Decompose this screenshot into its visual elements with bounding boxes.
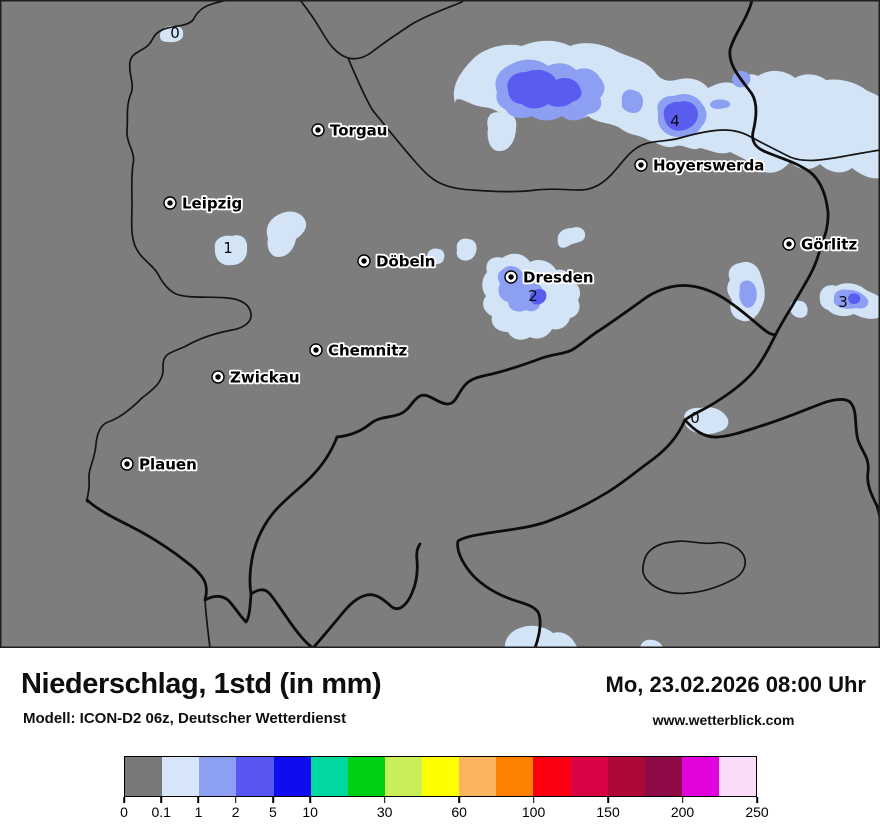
city-dot xyxy=(315,127,321,133)
legend-tick-mark xyxy=(309,797,311,803)
precipitation-map: 0 1 2 3 4 0 Torgau Leipzig Döbeln Dresden Hoyersw… xyxy=(0,0,880,648)
city-marker-zwickau: Zwickau xyxy=(211,367,301,388)
city-label: Chemnitz xyxy=(328,342,407,360)
legend-tick-mark xyxy=(160,797,163,803)
legend-tick-mark xyxy=(197,797,200,803)
legend-tick-mark xyxy=(383,797,386,803)
city-marker-plauen: Plauen xyxy=(120,454,199,475)
website-label: www.wetterblick.com xyxy=(652,712,795,728)
legend-color-segment-10 xyxy=(496,757,534,796)
legend-color-segment-5 xyxy=(310,757,348,796)
legend-tick-label: 200 xyxy=(670,804,695,820)
page-title: Niederschlag, 1std (in mm) xyxy=(21,668,382,700)
city-dot xyxy=(508,274,514,280)
legend-tick-label: 1 xyxy=(194,804,203,820)
legend-tick-mark xyxy=(607,797,609,803)
legend-colorbar xyxy=(124,756,757,797)
city-dot xyxy=(361,258,367,264)
legend-color-segment-9 xyxy=(459,757,497,796)
legend-color-segment-3 xyxy=(236,757,274,796)
city-label: Görlitz xyxy=(801,236,857,254)
city-marker-dbeln: Döbeln xyxy=(357,251,437,272)
legend-color-segment-12 xyxy=(570,757,608,796)
precip-value-label: 3 xyxy=(838,293,848,311)
city-label: Plauen xyxy=(139,456,197,474)
legend-color-segment-8 xyxy=(422,757,460,796)
city-label: Leipzig xyxy=(182,195,242,213)
city-marker-hoyerswerda: Hoyerswerda xyxy=(634,155,766,176)
legend-tick-mark xyxy=(532,797,535,803)
legend-tick-mark xyxy=(681,797,684,803)
model-subtitle: Modell: ICON-D2 06z, Deutscher Wetterdie… xyxy=(23,710,347,727)
legend-color-segment-4 xyxy=(273,757,311,796)
legend-tick-label: 10 xyxy=(302,804,318,820)
legend-tick-label: 100 xyxy=(521,804,546,820)
legend-color-segment-16 xyxy=(719,757,757,796)
legend-tick-mark xyxy=(123,797,125,803)
legend-color-segment-6 xyxy=(347,757,385,796)
precip-high-layer xyxy=(507,69,861,305)
legend-color-segment-1 xyxy=(162,757,200,796)
city-dot xyxy=(215,374,221,380)
legend-tick-label: 30 xyxy=(376,804,393,820)
precip-value-label: 0 xyxy=(690,409,700,427)
legend-color-segment-11 xyxy=(533,757,571,796)
city-marker-dresden: Dresden xyxy=(504,267,595,288)
legend-color-segment-13 xyxy=(607,757,645,796)
precip-value-label: 4 xyxy=(670,112,680,130)
precip-value-label: 0 xyxy=(170,24,180,42)
city-marker-leipzig: Leipzig xyxy=(163,193,244,214)
legend-color-segment-0 xyxy=(125,757,163,796)
legend-color-segment-14 xyxy=(644,757,682,796)
precip-value-label: 2 xyxy=(528,287,538,305)
city-label: Döbeln xyxy=(376,253,436,271)
city-label: Dresden xyxy=(523,269,594,287)
legend-ticks: 0 0.1 1 2 5 10 30 60 100 150 200 250 xyxy=(120,797,769,823)
legend-tick-label: 150 xyxy=(596,804,620,820)
map-frame xyxy=(0,0,880,648)
city-dot xyxy=(638,162,644,168)
legend-tick-mark xyxy=(234,797,237,803)
city-label: Hoyerswerda xyxy=(653,157,764,175)
legend-tick-label: 0 xyxy=(120,804,128,820)
legend-tick-label: 2 xyxy=(231,804,240,820)
legend-tick-mark xyxy=(458,797,460,803)
city-marker-torgau: Torgau xyxy=(311,120,389,141)
legend-tick-mark xyxy=(272,797,274,803)
legend-color-segment-7 xyxy=(384,757,422,796)
legend-color-segment-2 xyxy=(199,757,237,796)
legend-tick-label: 0.1 xyxy=(151,804,171,820)
city-dot xyxy=(167,200,173,206)
map-canvas: 0 1 2 3 4 0 Torgau Leipzig Döbeln Dresden Hoyersw… xyxy=(0,0,880,648)
legend-tick-label: 250 xyxy=(745,804,769,820)
city-label: Torgau xyxy=(330,122,387,140)
border-lines xyxy=(85,0,880,648)
city-label: Zwickau xyxy=(230,369,300,387)
city-dot xyxy=(786,241,792,247)
legend-tick-mark xyxy=(756,797,758,803)
city-marker-grlitz: Görlitz xyxy=(782,234,859,255)
city-dot xyxy=(313,347,319,353)
datetime-label: Mo, 23.02.2026 08:00 Uhr xyxy=(605,672,866,697)
city-markers-layer: Torgau Leipzig Döbeln Dresden Hoyerswerda Gör… xyxy=(120,120,859,475)
legend-tick-label: 60 xyxy=(451,804,467,820)
legend-tick-label: 5 xyxy=(269,804,277,820)
value-labels-layer: 0 1 2 3 4 0 xyxy=(170,24,848,427)
city-dot xyxy=(124,461,130,467)
precip-value-label: 1 xyxy=(223,239,233,257)
city-marker-chemnitz: Chemnitz xyxy=(309,340,409,361)
legend-color-segment-15 xyxy=(681,757,719,796)
